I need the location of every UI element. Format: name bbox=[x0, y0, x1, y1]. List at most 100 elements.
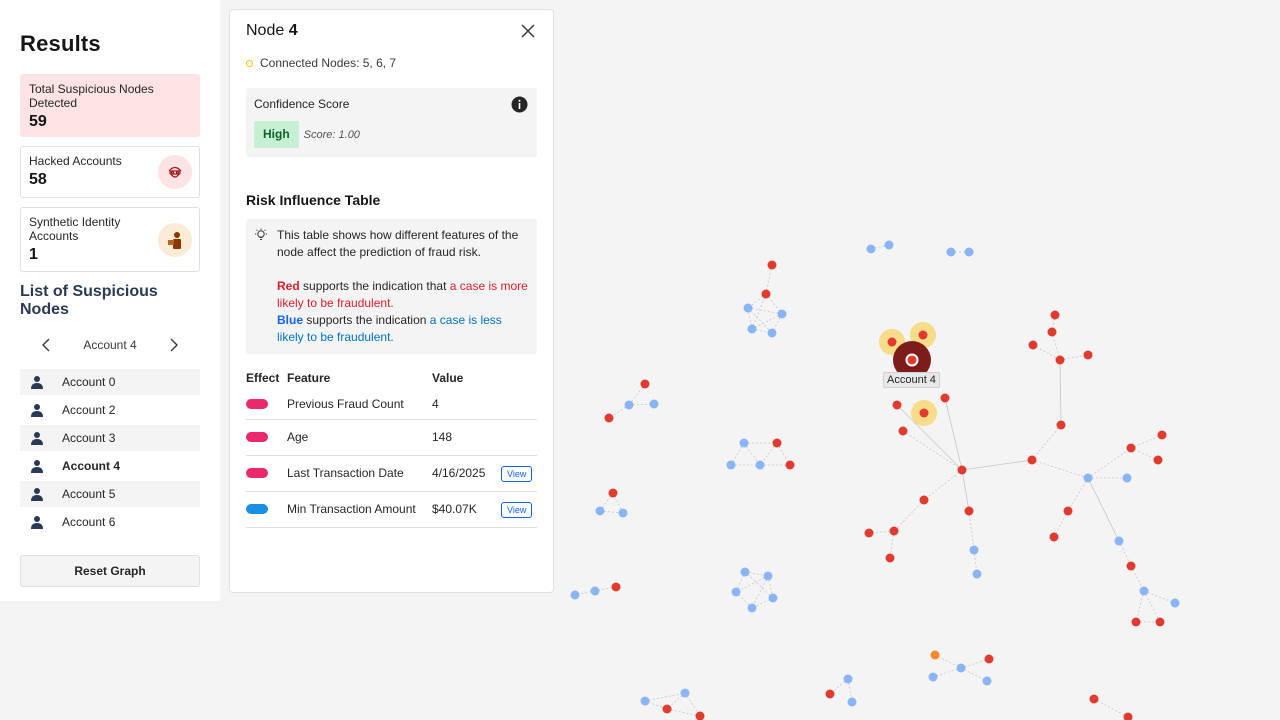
graph-edge bbox=[1087, 477, 1120, 542]
effect-pill bbox=[246, 398, 268, 409]
account-list-item[interactable]: Account 5 bbox=[20, 481, 200, 507]
graph-node[interactable] bbox=[747, 324, 757, 334]
graph-node[interactable] bbox=[969, 545, 979, 555]
graph-edge bbox=[902, 430, 963, 471]
graph-node[interactable] bbox=[570, 590, 580, 600]
graph-node[interactable] bbox=[984, 654, 994, 664]
graph-node[interactable] bbox=[866, 244, 876, 254]
view-button[interactable]: View bbox=[501, 466, 533, 482]
graph-node[interactable] bbox=[930, 650, 940, 660]
graph-node[interactable] bbox=[919, 495, 929, 505]
graph-node[interactable] bbox=[1153, 455, 1163, 465]
graph-node[interactable] bbox=[590, 586, 600, 596]
graph-node[interactable] bbox=[956, 663, 966, 673]
graph-node[interactable] bbox=[1083, 350, 1093, 360]
graph-node[interactable] bbox=[740, 567, 750, 577]
account-list-item[interactable]: Account 6 bbox=[20, 509, 200, 535]
graph-node[interactable] bbox=[946, 247, 956, 257]
graph-node[interactable] bbox=[761, 289, 771, 299]
graph-node[interactable] bbox=[1083, 473, 1093, 483]
graph-node[interactable] bbox=[772, 438, 782, 448]
graph-node[interactable] bbox=[1049, 532, 1059, 542]
graph-node[interactable] bbox=[1028, 340, 1038, 350]
stat-label: Synthetic Identity Accounts bbox=[29, 215, 121, 243]
graph-node[interactable] bbox=[940, 393, 950, 403]
graph-node[interactable] bbox=[1170, 598, 1180, 608]
graph-node[interactable] bbox=[964, 247, 974, 257]
value-cell: 4 bbox=[432, 389, 501, 420]
graph-node[interactable] bbox=[887, 337, 897, 347]
account-label: Account 0 bbox=[62, 375, 116, 389]
view-button[interactable]: View bbox=[501, 502, 533, 518]
graph-node[interactable] bbox=[611, 582, 621, 592]
graph-node[interactable] bbox=[767, 328, 777, 338]
account-list-item[interactable]: Account 4 bbox=[20, 453, 200, 479]
graph-node[interactable] bbox=[731, 587, 741, 597]
graph-node[interactable] bbox=[695, 711, 705, 720]
graph-node[interactable] bbox=[898, 426, 908, 436]
info-icon[interactable] bbox=[511, 96, 528, 118]
graph-node[interactable] bbox=[982, 676, 992, 686]
graph-node[interactable] bbox=[919, 408, 929, 418]
graph-node[interactable] bbox=[747, 603, 757, 613]
graph-node[interactable] bbox=[1114, 536, 1124, 546]
graph-node[interactable] bbox=[649, 399, 659, 409]
graph-node[interactable] bbox=[624, 400, 634, 410]
graph-node[interactable] bbox=[843, 674, 853, 684]
graph-node[interactable] bbox=[743, 303, 753, 313]
graph-node[interactable] bbox=[595, 506, 605, 516]
graph-node[interactable] bbox=[618, 508, 628, 518]
graph-node[interactable] bbox=[662, 704, 672, 714]
graph-node[interactable] bbox=[964, 506, 974, 516]
chevron-right-icon[interactable] bbox=[164, 335, 184, 355]
graph-node[interactable] bbox=[1122, 473, 1132, 483]
graph-node[interactable] bbox=[972, 569, 982, 579]
graph-node[interactable] bbox=[1027, 455, 1037, 465]
graph-node[interactable] bbox=[1126, 561, 1136, 571]
graph-node[interactable] bbox=[1063, 506, 1073, 516]
graph-node[interactable] bbox=[767, 260, 777, 270]
graph-node[interactable] bbox=[884, 240, 894, 250]
chevron-left-icon[interactable] bbox=[36, 335, 56, 355]
account-list-item[interactable]: Account 0 bbox=[20, 369, 200, 395]
graph-node[interactable] bbox=[1139, 586, 1149, 596]
graph-node[interactable] bbox=[864, 528, 874, 538]
graph-node[interactable] bbox=[739, 438, 749, 448]
graph-node[interactable] bbox=[918, 330, 928, 340]
graph-node[interactable] bbox=[604, 413, 614, 423]
graph-node[interactable] bbox=[785, 460, 795, 470]
graph-node[interactable] bbox=[1050, 310, 1060, 320]
graph-node[interactable] bbox=[1157, 430, 1167, 440]
reset-graph-button[interactable]: Reset Graph bbox=[20, 555, 200, 587]
graph-node[interactable] bbox=[928, 672, 938, 682]
graph-node[interactable] bbox=[1047, 327, 1057, 337]
graph-node[interactable] bbox=[1123, 712, 1133, 720]
confidence-card: Confidence Score High Score: 1.00 bbox=[246, 88, 537, 157]
graph-node[interactable] bbox=[768, 593, 778, 603]
close-icon[interactable] bbox=[518, 21, 538, 41]
graph-node[interactable] bbox=[1056, 420, 1066, 430]
graph-node[interactable] bbox=[957, 465, 967, 475]
graph-node[interactable] bbox=[777, 309, 787, 319]
graph-node[interactable] bbox=[1089, 694, 1099, 704]
graph-node[interactable] bbox=[892, 400, 902, 410]
graph-node[interactable] bbox=[763, 571, 773, 581]
graph-node[interactable] bbox=[847, 697, 857, 707]
graph-node[interactable] bbox=[1055, 355, 1065, 365]
graph-node[interactable] bbox=[755, 460, 765, 470]
graph-node[interactable] bbox=[608, 488, 618, 498]
graph-node[interactable] bbox=[825, 689, 835, 699]
graph-node[interactable] bbox=[889, 526, 899, 536]
graph-node[interactable] bbox=[726, 460, 736, 470]
graph-node[interactable] bbox=[1131, 617, 1141, 627]
graph-node[interactable] bbox=[680, 688, 690, 698]
graph-node[interactable] bbox=[640, 379, 650, 389]
graph-edge bbox=[765, 264, 773, 295]
graph-node[interactable] bbox=[640, 696, 650, 706]
account-list-item[interactable]: Account 3 bbox=[20, 425, 200, 451]
graph-node[interactable] bbox=[1155, 617, 1165, 627]
graph-node[interactable] bbox=[1126, 443, 1136, 453]
account-list-item[interactable]: Account 2 bbox=[20, 397, 200, 423]
graph-node[interactable] bbox=[885, 553, 895, 563]
